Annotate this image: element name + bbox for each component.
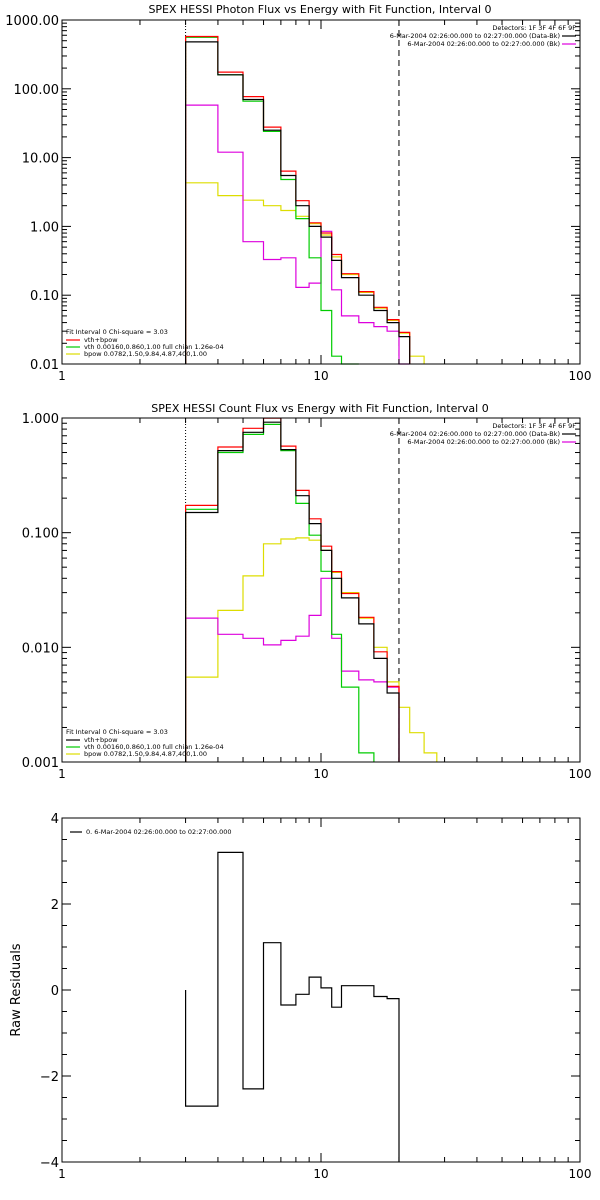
fit-chi-square: Fit Interval 0 Chi-square = 3.03 [66,728,168,736]
y-tick-label: −2 [40,1070,59,1085]
y-tick-label: 0.010 [22,641,59,656]
y-tick-label: 2 [51,898,59,913]
y-tick-label: 1.00 [30,220,59,235]
residuals-panel: 1 10 100 −4 −2 0 2 4 Raw Residuals 0. 6-Mar-200… [9,812,591,1181]
residuals-plot-area [185,851,400,1162]
y-tick-label: 0.01 [30,358,59,373]
fit-vth-params: vth 0.00160,0.860,1.00 full chian 1.26e-… [84,343,224,351]
y-tick-label: 0.100 [22,527,59,542]
fit-vth-params: vth 0.00160,0.860,1.00 full chian 1.26e-… [84,743,224,751]
photon-flux-panel: SPEX HESSI Photon Flux vs Energy with Fi… [5,3,591,383]
residuals-y-axis-label: Raw Residuals [9,943,24,1036]
series-total-line [185,35,411,364]
y-tick-label: 0.10 [30,289,59,304]
series-data-line [185,421,400,762]
y-tick-label: 100.00 [14,83,60,98]
x-tick-label: 10 [313,1167,328,1181]
series-bpow-line [185,182,425,364]
x-tick-label: 10 [313,369,328,383]
fit-bpow-params: bpow 0.0782,1.50,9.84,4.87,400,1.00 [84,350,207,358]
y-tick-label: 10.00 [22,152,59,167]
fit-bpow-params: bpow 0.0782,1.50,9.84,4.87,400,1.00 [84,750,207,758]
x-tick-label: 1 [58,1167,66,1181]
header-data-bk: 6-Mar-2004 02:26:00.000 to 02:27:00.000 … [390,430,560,438]
photon-flux-header: Detectors: 1F 3F 4F 6F 9F 6-Mar-2004 02:… [390,24,577,48]
series-data-line [185,41,411,364]
y-tick-label: 0.001 [22,756,59,771]
series-vth-line [185,36,359,365]
header-bk: 6-Mar-2004 02:26:00.000 to 02:27:00.000 … [407,40,560,48]
count-flux-axes: 1 10 100 0.001 0.010 0.100 1.000 [22,412,592,781]
header-bk: 6-Mar-2004 02:26:00.000 to 02:27:00.000 … [407,438,560,446]
x-tick-label: 100 [569,369,592,383]
fit-chi-square: Fit Interval 0 Chi-square = 3.03 [66,328,168,336]
residuals-frame [61,817,581,1163]
x-tick-label: 1 [58,767,66,781]
residuals-axes: 1 10 100 −4 −2 0 2 4 [40,812,592,1181]
header-data-bk: 6-Mar-2004 02:26:00.000 to 02:27:00.000 … [390,32,560,40]
x-tick-label: 100 [569,767,592,781]
count-flux-fit-info: Fit Interval 0 Chi-square = 3.03 vth+bpo… [66,728,224,758]
series-bkg-line [185,104,410,365]
fit-model-label: vth+bpow [84,336,118,344]
header-detectors: Detectors: 1F 3F 4F 6F 9F [492,24,576,32]
residuals-legend: 0. 6-Mar-2004 02:26:00.000 to 02:27:00.0… [70,828,232,836]
header-detectors: Detectors: 1F 3F 4F 6F 9F [492,422,576,430]
y-tick-label: 4 [51,812,59,827]
y-tick-label: 1.000 [22,412,59,427]
y-tick-label: 1000.00 [5,14,59,29]
x-tick-label: 10 [313,767,328,781]
photon-flux-plot-area [185,20,425,365]
photon-flux-fit-info: Fit Interval 0 Chi-square = 3.03 vth+bpo… [66,328,224,358]
x-tick-label: 100 [569,1167,592,1181]
count-flux-title: SPEX HESSI Count Flux vs Energy with Fit… [151,402,488,415]
y-tick-label: −4 [40,1156,59,1171]
series-bkg-line [185,577,400,762]
series-vth-line [185,423,375,762]
count-flux-panel: SPEX HESSI Count Flux vs Energy with Fit… [22,402,592,781]
residuals-legend-text: 0. 6-Mar-2004 02:26:00.000 to 02:27:00.0… [86,828,232,836]
photon-flux-frame [61,19,581,365]
photon-flux-axes: 1 10 100 0.01 0.10 1.00 10.00 100.00 1000.00 [5,14,591,383]
photon-flux-title: SPEX HESSI Photon Flux vs Energy with Fi… [148,3,491,16]
count-flux-plot-area [185,417,438,762]
fit-model-label: vth+bpow [84,736,118,744]
y-tick-label: 0 [51,984,59,999]
count-flux-header: Detectors: 1F 3F 4F 6F 9F 6-Mar-2004 02:… [390,422,577,446]
x-tick-label: 1 [58,369,66,383]
series-data-line [185,851,400,1162]
